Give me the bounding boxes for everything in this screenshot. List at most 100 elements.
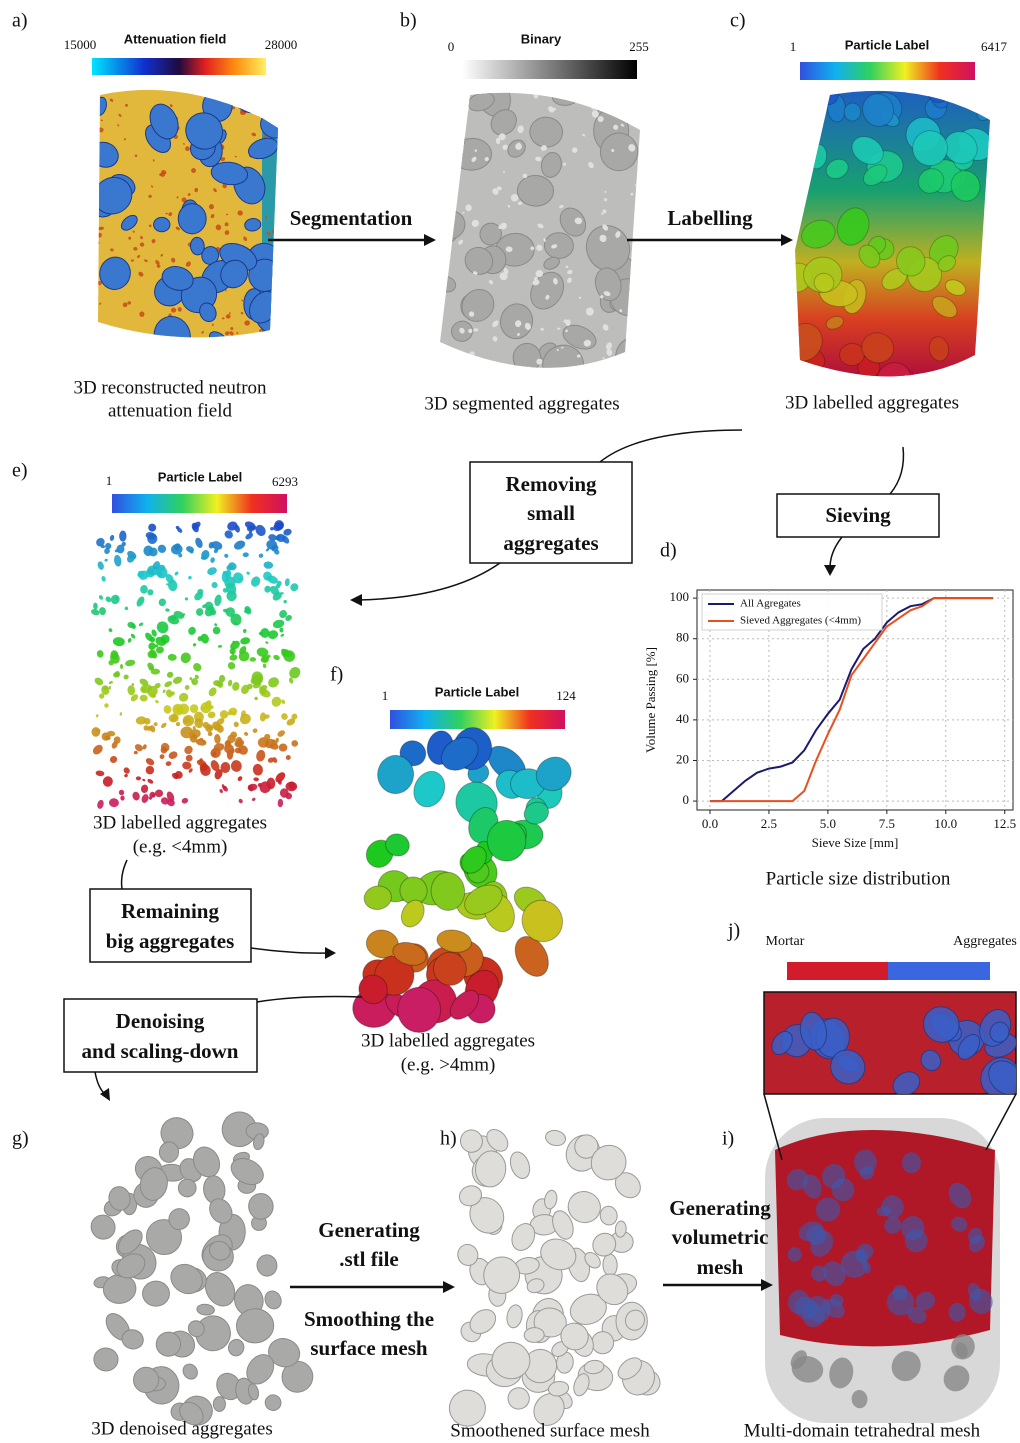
- aggregate: [573, 1373, 590, 1397]
- aggregate: [270, 527, 274, 531]
- aggregate: [432, 951, 467, 986]
- zoom-line: [985, 1093, 1017, 1151]
- aggregate: [99, 256, 131, 290]
- aggregate: [530, 246, 535, 251]
- aggregate: [241, 299, 244, 302]
- step-box: [89, 888, 252, 963]
- aggregate: [276, 580, 282, 587]
- aggregate: [156, 264, 161, 268]
- aggregate: [255, 524, 266, 536]
- caption: 3D segmented aggregates: [424, 393, 619, 414]
- aggregate: [138, 622, 144, 627]
- attenuation-render: [98, 86, 278, 338]
- aggregate: [140, 784, 149, 794]
- aggregate: [473, 328, 479, 332]
- aggregate: [601, 212, 604, 215]
- aggregate: [492, 320, 499, 328]
- aggregate: [219, 789, 223, 794]
- aggregate: [102, 686, 109, 690]
- aggregate: [173, 611, 185, 619]
- aggregate: [436, 929, 472, 953]
- aggregate: [449, 989, 480, 1020]
- aggregate: [124, 773, 128, 778]
- aggregate: [98, 226, 104, 231]
- aggregate: [214, 733, 221, 744]
- aggregate: [523, 1327, 545, 1343]
- colorbar-max: 6293: [272, 474, 298, 489]
- aggregate: [464, 884, 503, 916]
- aggregate: [168, 1208, 190, 1231]
- aggregate: [224, 230, 230, 235]
- aggregate: [159, 754, 165, 760]
- aggregate: [130, 259, 134, 262]
- aggregate: [613, 124, 619, 130]
- aggregate: [184, 684, 190, 690]
- aggregate: [532, 370, 536, 374]
- aggregate: [522, 173, 528, 179]
- aggregate: [540, 152, 562, 178]
- aggregate: [512, 342, 542, 368]
- aggregate: [237, 210, 243, 216]
- aggregate: [543, 256, 560, 270]
- aggregate: [950, 170, 981, 202]
- aggregate: [116, 1253, 146, 1279]
- aggregate: [252, 763, 263, 776]
- colorbar-max: 28000: [265, 37, 298, 52]
- aggregate: [291, 713, 298, 720]
- step-label: big aggregates: [106, 929, 235, 953]
- aggregate: [617, 1357, 643, 1380]
- aggregate: [235, 1308, 275, 1344]
- aggregate: [148, 523, 157, 532]
- aggregate: [831, 1178, 855, 1202]
- aggregate: [251, 797, 256, 801]
- caption: attenuation field: [108, 400, 232, 421]
- aggregate: [234, 739, 245, 748]
- aggregate: [204, 1272, 236, 1307]
- aggregate: [222, 785, 227, 790]
- binary-render: [440, 92, 640, 374]
- aggregate: [178, 703, 190, 715]
- aggregate: [93, 1347, 119, 1372]
- aggregate: [165, 86, 170, 90]
- aggregate: [458, 1185, 483, 1207]
- aggregate: [213, 743, 225, 752]
- aggregate: [228, 1338, 245, 1357]
- caption: 3D reconstructed neutron: [73, 377, 267, 398]
- y-tick-label: 20: [676, 751, 689, 766]
- aggregate: [209, 331, 229, 338]
- aggregate: [258, 553, 264, 558]
- aggregate: [244, 218, 262, 232]
- aggregate: [498, 133, 506, 141]
- aggregate: [858, 244, 881, 268]
- aggregate: [134, 744, 143, 752]
- aggregate: [199, 758, 203, 764]
- aggregate: [243, 628, 247, 634]
- aggregate: [194, 718, 204, 729]
- aggregate: [968, 1282, 982, 1301]
- aggregate: [260, 628, 270, 638]
- aggregate: [140, 235, 143, 240]
- aggregate: [249, 657, 257, 662]
- aggregate: [253, 777, 259, 782]
- aggregate: [138, 271, 144, 277]
- aggregate: [160, 746, 168, 754]
- aggregate: [604, 190, 607, 194]
- aggregate: [138, 570, 149, 580]
- aggregate: [208, 204, 214, 210]
- aggregate: [262, 663, 267, 668]
- aggregate: [461, 845, 487, 874]
- aggregate: [182, 143, 186, 145]
- aggregate: [448, 1389, 486, 1427]
- connector: [250, 947, 329, 954]
- aggregate: [830, 1049, 866, 1085]
- aggregate: [274, 549, 280, 555]
- aggregate: [619, 309, 623, 313]
- aggregate: [130, 633, 136, 639]
- aggregate: [269, 332, 272, 335]
- panel-letter: a): [12, 10, 28, 32]
- caption: Smoothened surface mesh: [450, 1420, 650, 1441]
- aggregate: [123, 674, 129, 680]
- aggregate: [127, 554, 135, 563]
- aggregate: [125, 659, 136, 667]
- aggregate: [153, 315, 191, 338]
